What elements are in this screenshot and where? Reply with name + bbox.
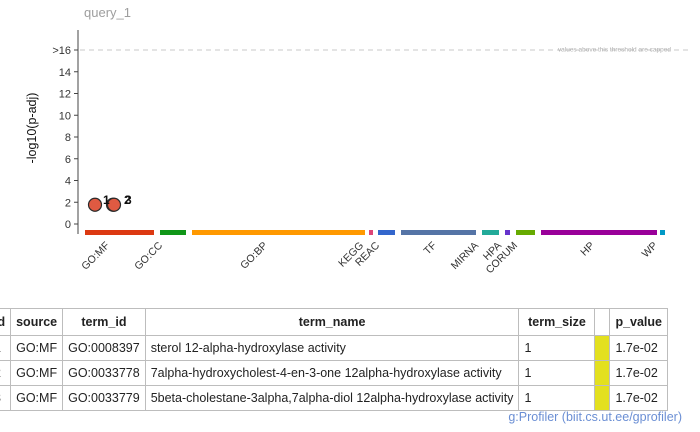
y-tick-label: 6 [65,154,71,166]
cell-source: GO:MF [10,385,64,411]
gprofiler-credit-link[interactable]: g:Profiler (biit.cs.ut.ee/gprofiler) [508,410,682,424]
data-point[interactable] [87,197,103,212]
cell-term-id: GO:0008397 [62,335,146,361]
term-size-header: term_size [518,308,596,336]
results-table: id source term_id term_name term_size p_… [0,308,668,411]
source-label: MIRNA [449,240,481,272]
cell-highlight [594,360,611,386]
source-label: GO:BP [238,240,270,272]
highlight-header [594,308,611,336]
source-bar-hp [541,230,657,235]
row-index: 3 [0,385,12,411]
p-value-header: p_value [609,308,668,336]
source-bar-hpa [505,230,510,235]
y-tick-label: 10 [59,110,71,122]
term-id-header: term_id [62,308,146,336]
y-tick-label: 4 [65,176,71,188]
results-table-container: id source term_id term_name term_size p_… [0,308,700,411]
cell-source: GO:MF [10,360,64,386]
source-bar-go-cc [160,230,186,235]
data-point-label: 2 [124,193,131,207]
source-bars [85,230,665,235]
source-bar-go-bp [192,230,365,235]
threshold-label: values above this threshold are capped [558,47,671,54]
source-label: GO:CC [132,239,165,272]
source-label: WP [640,240,660,260]
data-point-label: 1 [103,193,110,207]
cell-p-value: 1.7e-02 [609,385,668,411]
data-point[interactable] [106,197,122,212]
y-axis-ticks: 0 2 4 6 8 10 12 14 >16 [52,45,78,231]
source-label: HP [578,240,597,259]
term-name-header: term_name [144,308,520,336]
cell-term-name: 7alpha-hydroxycholest-4-en-3-one 12alpha… [144,360,520,386]
source-bar-mirna [482,230,499,235]
source-bar-wp [660,230,665,235]
y-tick-label: 2 [65,197,71,209]
row-index: 2 [0,360,12,386]
cell-term-id: GO:0033778 [62,360,146,386]
source-header: source [10,308,64,336]
source-label: TF [422,240,440,258]
cell-source: GO:MF [10,335,64,361]
cell-highlight [594,335,611,361]
y-tick-label: >16 [52,45,71,57]
index-header: id [0,308,12,336]
source-bar-corum [516,230,535,235]
source-bar-reac [378,230,395,235]
data-point-label: 3 [125,193,132,207]
chart-title: query_1 [84,5,131,20]
cell-term-name: 5beta-cholestane-3alpha,7alpha-diol 12al… [144,385,520,411]
y-tick-label: 12 [59,89,71,101]
table-row: 3 GO:MF GO:0033779 5beta-cholestane-3alp… [0,385,668,411]
source-label: GO:MF [79,240,112,273]
source-bar-go-mf [85,230,154,235]
table-row: 1 GO:MF GO:0008397 sterol 12-alpha-hydro… [0,335,668,361]
y-tick-label: 0 [65,219,71,231]
cell-p-value: 1.7e-02 [609,360,668,386]
y-tick-label: 14 [59,67,71,79]
source-bar-tf [401,230,476,235]
table-row: 2 GO:MF GO:0033778 7alpha-hydroxycholest… [0,360,668,386]
table-header-row: id source term_id term_name term_size p_… [0,308,668,336]
y-tick-label: 8 [65,132,71,144]
cell-highlight [594,385,611,411]
source-bar-kegg [369,230,373,235]
row-index: 1 [0,335,12,361]
cell-term-size: 1 [518,360,596,386]
cell-term-size: 1 [518,385,596,411]
cell-term-size: 1 [518,335,596,361]
y-axis-label: -log10(p-adj) [25,93,39,164]
cell-p-value: 1.7e-02 [609,335,668,361]
cell-term-id: GO:0033779 [62,385,146,411]
data-points: 1 23 [87,193,132,212]
cell-term-name: sterol 12-alpha-hydroxylase activity [144,335,520,361]
